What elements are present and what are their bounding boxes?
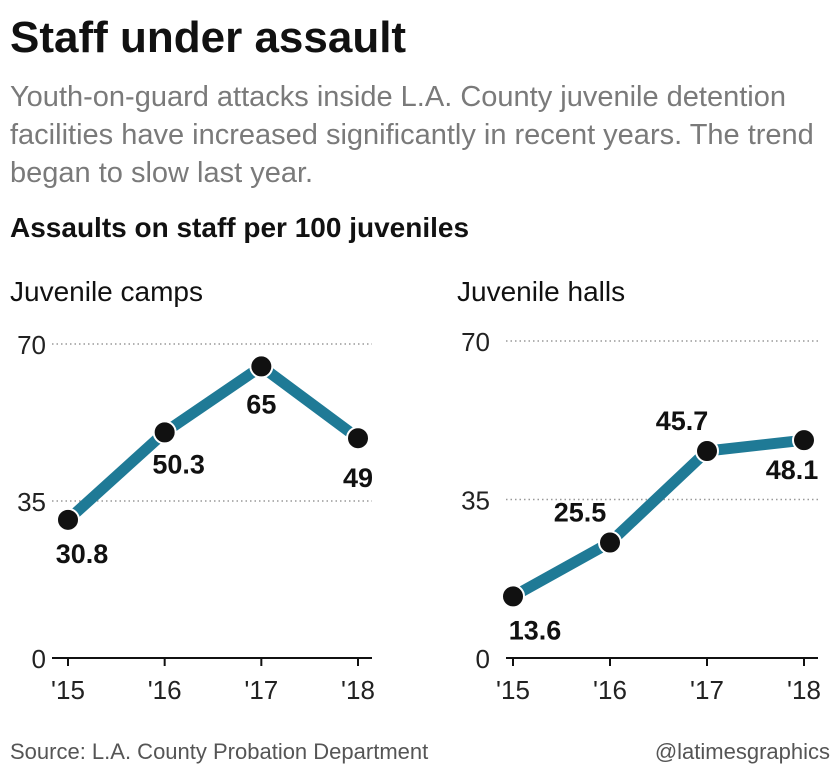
data-label: 13.6 — [509, 615, 562, 645]
chart-title: Staff under assault — [10, 13, 407, 62]
data-point — [598, 530, 622, 555]
chart-subtitle: Youth-on-guard attacks inside L.A. Count… — [10, 81, 814, 189]
y-tick-label: 70 — [461, 327, 490, 357]
data-label: 48.1 — [766, 455, 819, 485]
x-tick-label: '16 — [593, 675, 627, 705]
data-point — [792, 428, 816, 453]
series-line — [64, 359, 362, 524]
panel-title-camps: Juvenile camps — [10, 276, 203, 307]
credit-note: @latimesgraphics — [654, 739, 830, 764]
data-label: 65 — [246, 389, 276, 419]
data-point — [695, 439, 719, 464]
x-tick-label: '18 — [787, 675, 821, 705]
data-point — [152, 420, 177, 445]
panel-title-halls: Juvenile halls — [457, 276, 626, 307]
x-tick-label: '18 — [341, 675, 375, 705]
section-label: Assaults on staff per 100 juveniles — [10, 212, 470, 243]
data-point — [56, 507, 80, 532]
data-label: 49 — [343, 463, 373, 493]
x-tick-label: '15 — [51, 675, 85, 705]
y-tick-label: 35 — [461, 486, 490, 516]
x-tick-label: '17 — [690, 675, 724, 705]
y-tick-label: 0 — [476, 644, 490, 674]
data-label: 45.7 — [656, 406, 709, 436]
data-label: 25.5 — [554, 498, 607, 528]
data-point — [249, 354, 274, 379]
data-point — [501, 584, 525, 609]
y-tick-label: 70 — [17, 330, 46, 360]
data-label: 30.8 — [56, 539, 109, 569]
data-point — [346, 426, 370, 451]
x-tick-label: '16 — [148, 675, 182, 705]
y-tick-label: 0 — [32, 644, 46, 674]
x-tick-label: '17 — [244, 675, 278, 705]
source-note: Source: L.A. County Probation Department — [10, 739, 429, 764]
x-tick-label: '15 — [496, 675, 530, 705]
series-line — [510, 434, 805, 602]
data-label: 50.3 — [152, 449, 205, 479]
y-tick-label: 35 — [17, 487, 46, 517]
